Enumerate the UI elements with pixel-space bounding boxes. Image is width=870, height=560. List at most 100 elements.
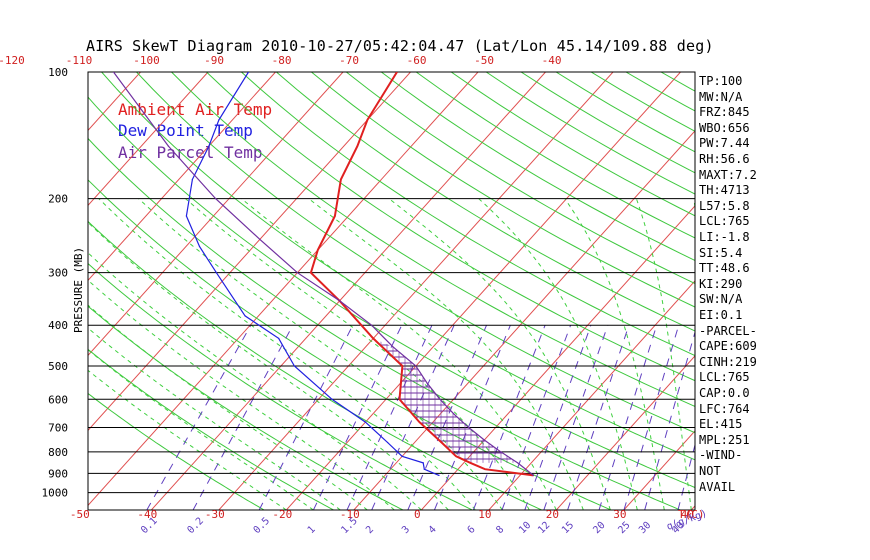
dry-adiabat xyxy=(731,72,870,510)
index-item: SW:N/A xyxy=(699,292,743,307)
series-point xyxy=(331,398,333,400)
series-point xyxy=(112,72,115,73)
isotherm xyxy=(623,430,695,510)
legend-ambient: Ambient Air Temp xyxy=(118,100,273,119)
dry-adiabat xyxy=(276,72,695,332)
series-point xyxy=(517,462,519,464)
moist-adiabat xyxy=(388,198,611,510)
mixing-ratio-line xyxy=(543,325,609,510)
series-point xyxy=(439,398,441,400)
index-item: TH:4713 xyxy=(699,183,750,198)
series-point xyxy=(401,365,403,367)
dry-adiabat xyxy=(660,72,695,92)
index-item: RH:56.6 xyxy=(699,152,750,166)
series-point xyxy=(392,346,394,348)
dry-adiabat xyxy=(381,72,695,262)
x-top-tick-label: -100 xyxy=(133,54,160,67)
series-point xyxy=(259,238,261,240)
isotherm xyxy=(0,72,73,510)
mixing-ratio-label: 25 xyxy=(616,520,632,536)
x-top-tick-label: -80 xyxy=(272,54,292,67)
dry-adiabat xyxy=(88,262,473,510)
index-item: -PARCEL- xyxy=(699,323,757,338)
series-point xyxy=(371,324,373,326)
moist-adiabat xyxy=(241,198,557,510)
moist-adiabat xyxy=(88,349,314,510)
dry-adiabat xyxy=(206,72,695,382)
index-item: LFC:764 xyxy=(699,401,750,416)
mixing-ratio-label: 1 xyxy=(306,524,318,536)
series-point xyxy=(387,441,389,444)
series-point xyxy=(468,426,470,428)
series-point xyxy=(500,451,502,453)
index-item: TT:48.6 xyxy=(699,261,750,276)
moist-adiabat xyxy=(185,198,530,510)
series-point xyxy=(423,468,425,470)
mixing-ratio-line xyxy=(312,325,403,510)
moist-adiabat xyxy=(98,198,476,510)
mixing-ratio-line xyxy=(677,442,695,510)
mixing-ratio-label: 4 xyxy=(427,524,439,536)
series-point xyxy=(483,439,485,441)
series-point xyxy=(356,145,358,147)
mixing-ratio-line xyxy=(433,325,511,510)
isotherm xyxy=(353,130,695,510)
x-top-tick-label: -70 xyxy=(339,54,359,67)
mixing-ratio-label: 30 xyxy=(637,520,653,536)
mixing-ratio-line xyxy=(258,324,354,510)
index-item: MW:N/A xyxy=(699,89,743,104)
cape-area xyxy=(373,338,518,463)
moist-adiabat xyxy=(478,198,638,510)
dry-adiabat xyxy=(766,72,870,510)
x-top-tick-label: -60 xyxy=(407,54,427,67)
mixing-ratio-line xyxy=(472,325,546,510)
series-point xyxy=(339,300,341,302)
index-item: LI:-1.8 xyxy=(699,230,750,244)
isotherm xyxy=(88,72,479,507)
series-point xyxy=(296,272,298,274)
dry-adiabat xyxy=(241,72,695,357)
moist-adiabat xyxy=(88,369,287,510)
x-tick-label: -30 xyxy=(205,508,225,521)
isotherm xyxy=(420,205,695,510)
mixing-ratio-line xyxy=(598,325,658,510)
series-point xyxy=(198,245,201,248)
series-point xyxy=(401,455,403,457)
y-tick-label: 900 xyxy=(48,467,68,480)
series-point xyxy=(415,365,417,367)
x-tick-label: 0 xyxy=(414,508,421,521)
y-tick-label: 800 xyxy=(48,446,68,459)
index-item: LCL:765 xyxy=(699,214,750,229)
mixing-ratio-line xyxy=(644,330,695,510)
y-tick-label: 100 xyxy=(48,66,68,79)
moist-adiabat xyxy=(564,198,665,510)
series-point xyxy=(438,474,440,476)
series-point xyxy=(484,468,486,470)
index-item: MPL:251 xyxy=(699,432,750,447)
y-axis-label: PRESSURE (MB) xyxy=(72,247,85,333)
mixing-ratio-line xyxy=(524,325,592,510)
moist-adiabat xyxy=(635,198,692,510)
index-item: FRZ:845 xyxy=(699,105,750,120)
dry-adiabat xyxy=(88,137,681,510)
mixing-ratio-line xyxy=(346,325,433,510)
x-tick-label: -10 xyxy=(340,508,360,521)
isotherm xyxy=(759,72,870,510)
y-tick-label: 200 xyxy=(48,193,68,206)
series-point xyxy=(167,145,169,147)
dry-adiabat xyxy=(345,72,695,285)
chart-title: AIRS SkewT Diagram 2010-10-27/05:42:04.4… xyxy=(86,37,714,55)
series-point xyxy=(215,272,217,274)
x-top-tick-label: -110 xyxy=(66,54,93,67)
x-top-tick-label: -50 xyxy=(474,54,494,67)
series-point xyxy=(340,178,342,180)
series-point xyxy=(469,462,472,464)
dry-adiabat xyxy=(520,72,695,174)
dry-adiabat xyxy=(88,305,404,510)
series-point xyxy=(317,249,319,251)
series-point xyxy=(418,421,420,423)
index-item: KI:290 xyxy=(699,276,743,291)
isotherm xyxy=(150,72,546,510)
mixing-ratio-line xyxy=(371,325,455,510)
mixing-ratio-label: 0.5 xyxy=(252,516,273,537)
